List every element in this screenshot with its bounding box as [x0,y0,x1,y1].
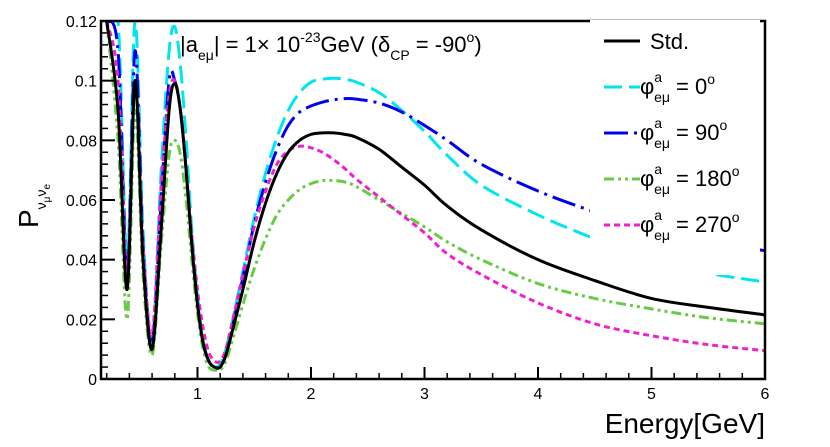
y-tick-label: 0.02 [66,312,97,329]
y-tick-label: 0.08 [66,133,97,150]
x-tick-label: 2 [307,386,316,403]
legend: Std. φa eμ = 0o φa eμ = 90o φa eμ = 180o φa… [590,20,760,275]
legend-label-phi90: φa eμ = 90o [640,115,727,151]
x-tick-label: 4 [534,386,543,403]
series-line-phi270 [105,21,765,364]
tick-layer: 1 2 3 4 5 6 0 0.02 0.04 0.06 0.08 0.1 0.12 [66,14,770,403]
annotation: |aeμ| = 1× 10-23GeV (δCP = -90o) [180,29,482,63]
x-tick-label: 5 [647,386,656,403]
y-tick-label: 0.12 [66,14,97,31]
x-tick-label: 6 [761,386,770,403]
x-axis-title: Energy[GeV] [605,408,765,439]
legend-box [590,20,760,275]
series-line-Std. [105,21,765,370]
y-tick-label: 0.1 [75,74,97,91]
y-axis-title: Pνμνe [13,184,53,228]
series-line-phi180 [105,21,765,373]
legend-label-phi0: φa eμ = 0o [640,69,715,105]
y-tick-label: 0 [88,372,97,389]
y-tick-label: 0.06 [66,193,97,210]
y-tick-label: 0.04 [66,253,97,270]
legend-label-std: Std. [650,29,689,54]
legend-label-phi270: φa eμ = 270o [640,207,740,243]
x-tick-label: 3 [420,386,429,403]
legend-label-phi180: φa eμ = 180o [640,161,740,197]
x-tick-label: 1 [193,386,202,403]
series-layer [105,21,765,373]
